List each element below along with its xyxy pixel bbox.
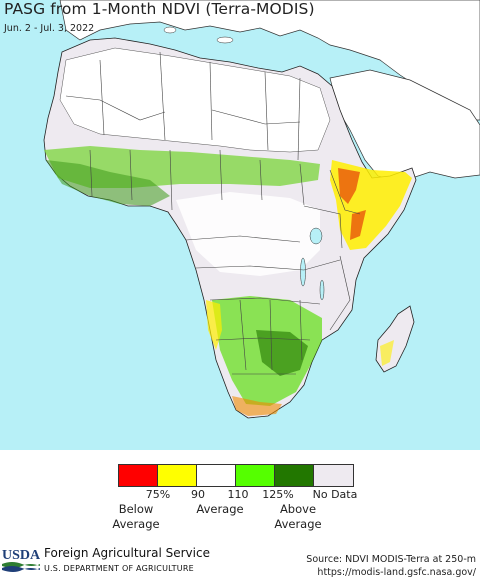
lake-tanganyika	[300, 257, 306, 287]
source-text: Source: NDVI MODIS-Terra at 250-m	[306, 554, 476, 565]
madagascar-vegetation	[380, 340, 394, 366]
lake-malawi	[319, 279, 325, 301]
legend-tick: 75%	[145, 488, 171, 501]
legend-swatch-above	[236, 465, 275, 486]
map-area: PASG from 1-Month NDVI (Terra-MODIS) Jun…	[0, 0, 480, 450]
legend-swatch-severe-below	[119, 465, 158, 486]
legend-tick: 125%	[262, 488, 294, 501]
legend-swatch-average	[197, 465, 236, 486]
south-coast-patches	[232, 396, 282, 416]
legend-swatch-below	[158, 465, 197, 486]
arabian-peninsula	[329, 69, 480, 183]
namibia-coast-drought	[206, 300, 222, 350]
usda-logo: USDA	[2, 548, 40, 572]
legend-tick: 90	[191, 488, 205, 501]
department-name: U.S. DEPARTMENT OF AGRICULTURE	[44, 564, 194, 573]
legend-swatch-well-above	[275, 465, 314, 486]
legend: 75% 90 110 125% No Data Below Average Av…	[112, 464, 363, 544]
agency-name: Foreign Agricultural Service	[44, 546, 210, 560]
central-africa-mask	[176, 192, 320, 276]
island	[163, 26, 177, 34]
africa-map	[43, 0, 480, 419]
legend-swatch-no-data	[314, 465, 353, 486]
usda-logo-text: USDA	[2, 548, 40, 563]
footer: USDA Foreign Agricultural Service U.S. D…	[0, 540, 480, 580]
legend-category-average: Average	[196, 502, 244, 516]
legend-category-above: Above Average	[274, 502, 322, 531]
legend-category-below: Below Average	[112, 502, 160, 531]
map-title: PASG from 1-Month NDVI (Terra-MODIS)	[4, 0, 315, 18]
legend-color-bar	[118, 464, 354, 487]
horn-red-patches	[338, 168, 366, 240]
lake-victoria	[309, 227, 323, 245]
legend-tick: 110	[227, 488, 249, 501]
legend-tick: No Data	[312, 488, 358, 501]
west-africa-mosaic	[46, 160, 170, 206]
date-range: Jun. 2 - Jul. 3, 2022	[4, 23, 95, 34]
island	[216, 36, 234, 44]
southern-africa-dark-green	[256, 330, 308, 376]
country-borders	[65, 51, 361, 375]
source-url[interactable]: https://modis-land.gsfc.nasa.gov/	[317, 567, 476, 578]
